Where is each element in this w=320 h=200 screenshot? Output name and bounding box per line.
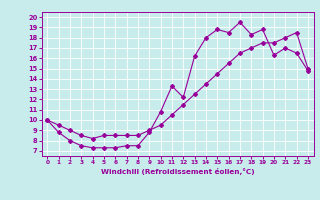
X-axis label: Windchill (Refroidissement éolien,°C): Windchill (Refroidissement éolien,°C) bbox=[101, 168, 254, 175]
